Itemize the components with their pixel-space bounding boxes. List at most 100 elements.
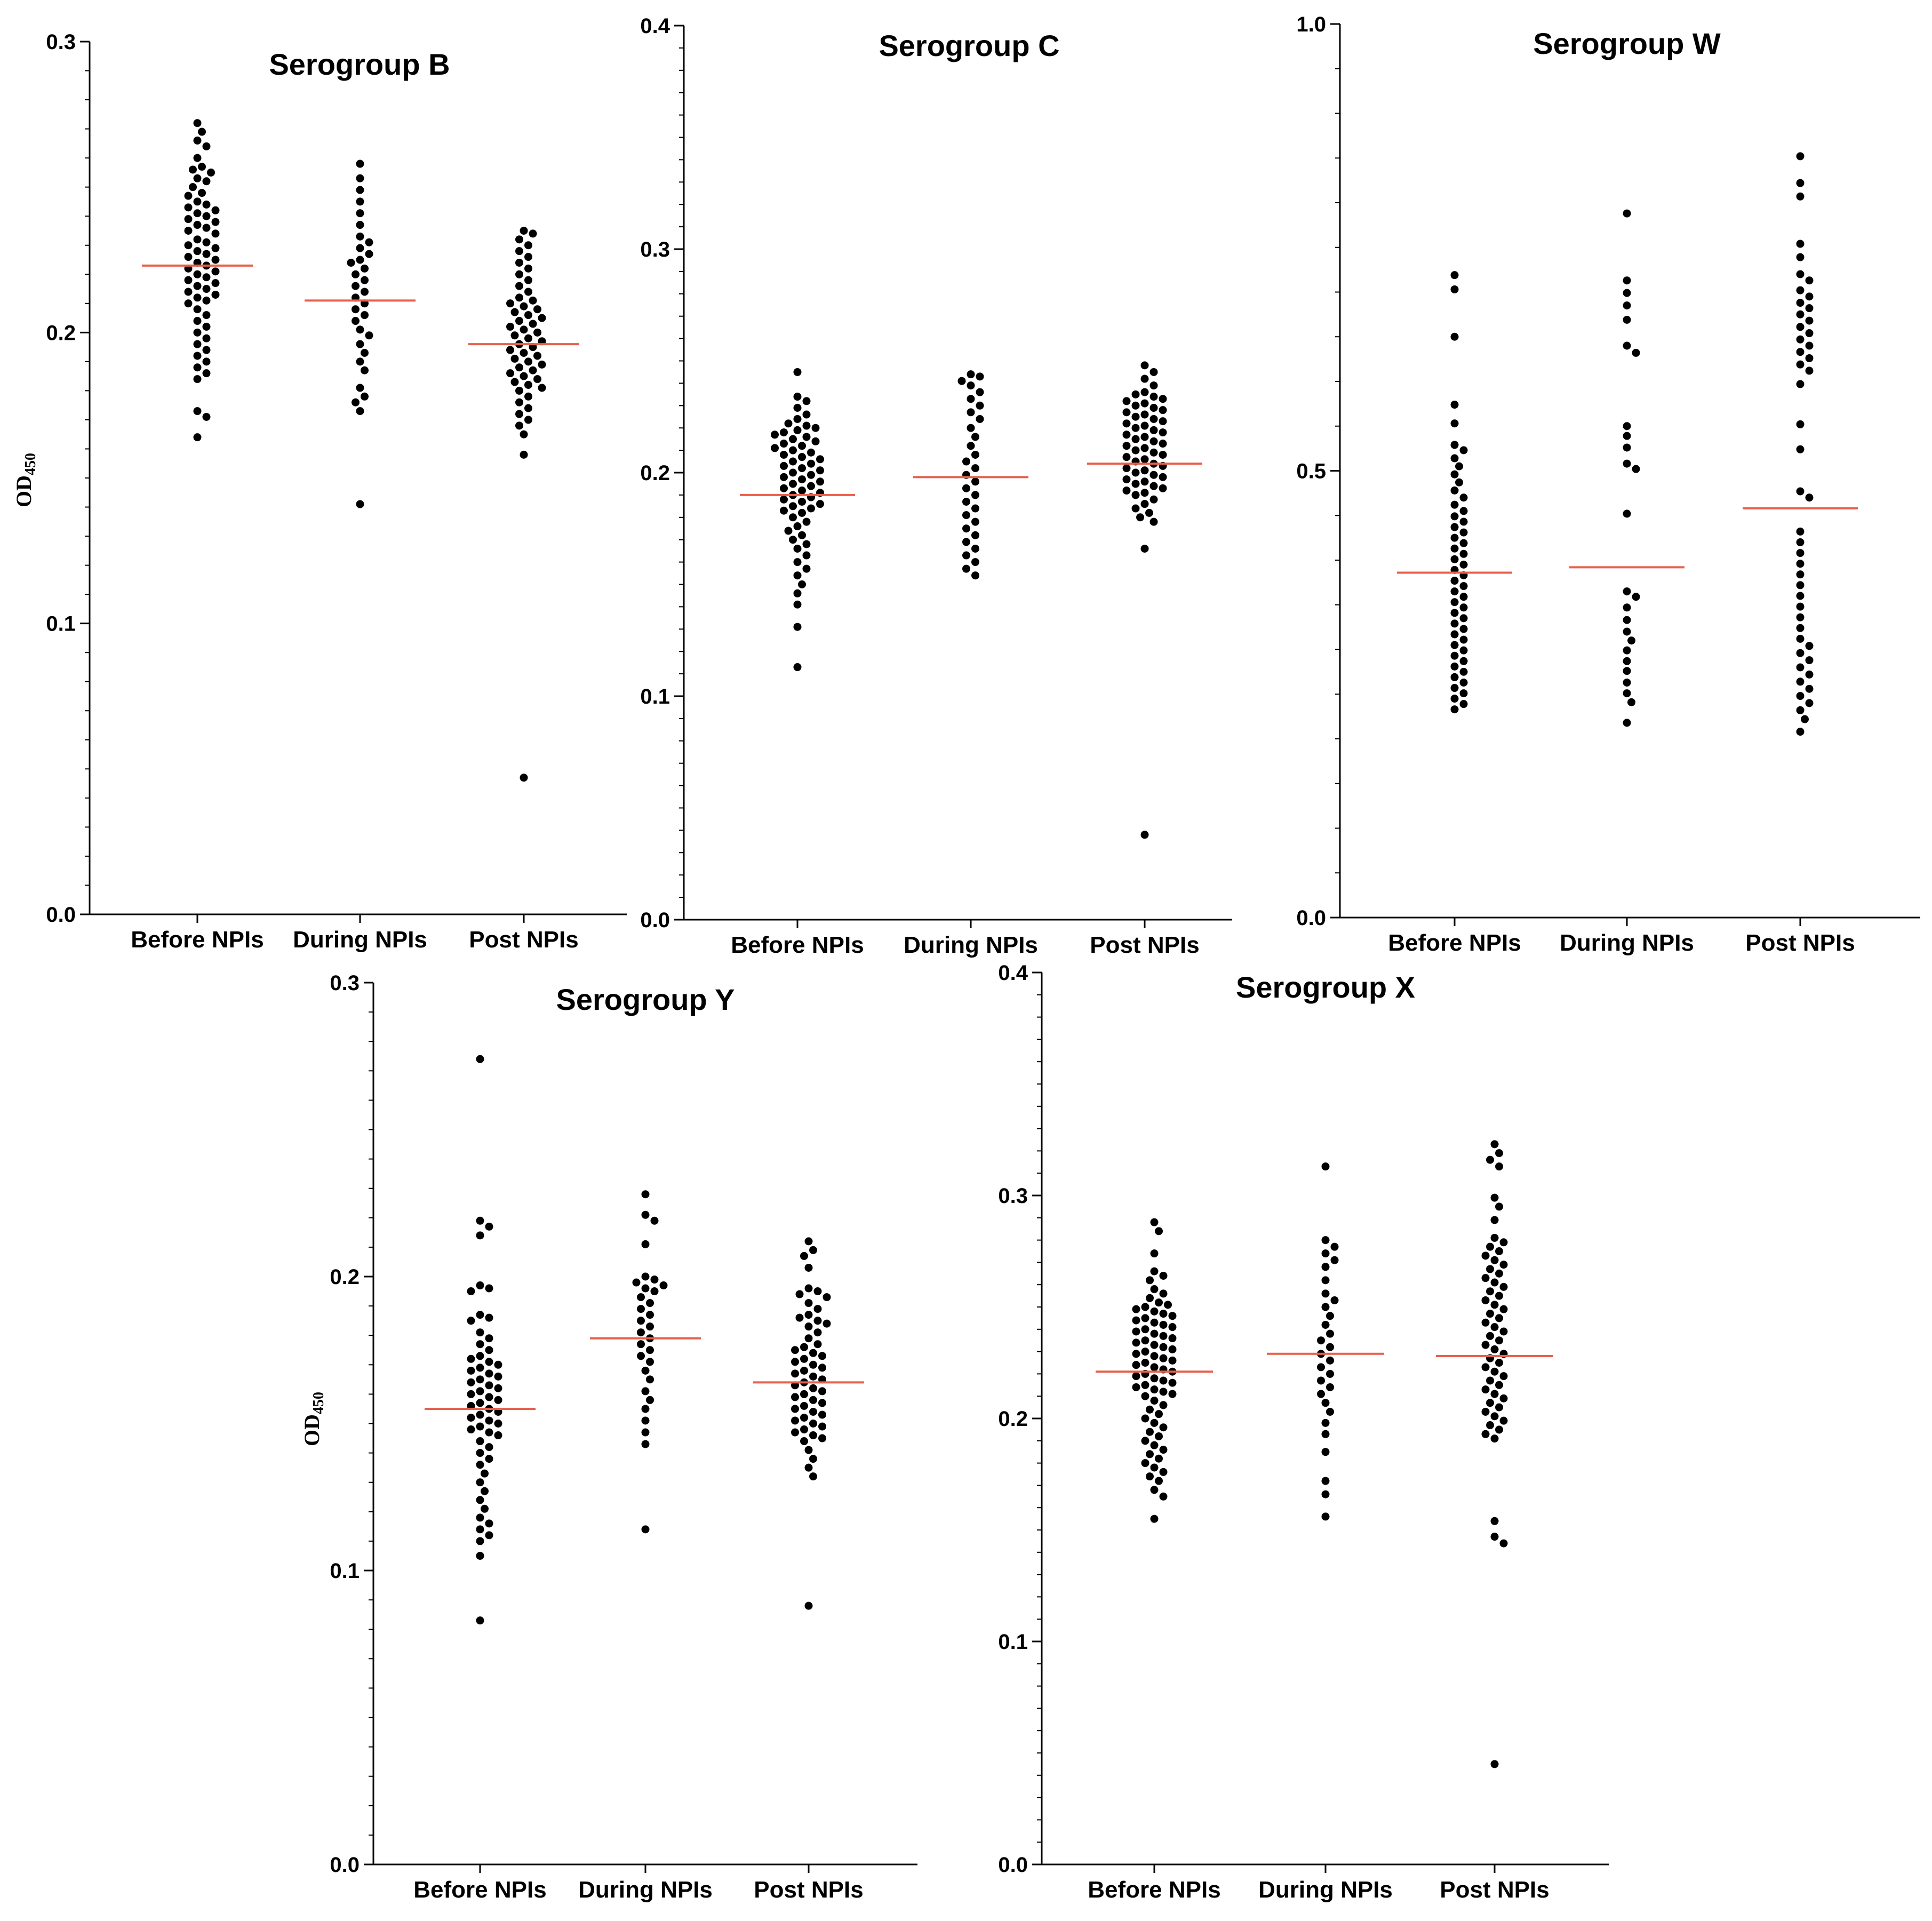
data-point [1150,1374,1159,1383]
data-point [184,203,193,212]
data-point [356,174,364,182]
data-point [800,1401,808,1410]
data-point [520,325,528,334]
data-point [809,1396,817,1404]
data-point [1796,634,1805,643]
data-point [1450,587,1459,596]
data-point [1330,1296,1339,1304]
data-point [1132,1327,1140,1336]
data-point [780,440,788,448]
data-point [1159,440,1167,448]
data-point [476,1513,484,1522]
data-point [1131,412,1140,421]
data-point [515,421,523,430]
data-point [793,558,802,567]
data-point [1450,523,1459,531]
chart-title: Serogroup C [879,29,1059,62]
data-point [1623,209,1631,218]
data-point [1495,1425,1503,1434]
data-point [962,564,970,573]
x-tick-label: During NPIs [293,927,427,953]
data-point [1459,507,1468,515]
data-point [967,442,975,450]
data-point [1330,1242,1339,1251]
data-point [962,457,970,466]
data-point [361,311,369,320]
data-point [1132,1338,1140,1347]
data-point [971,433,979,441]
data-point [1450,419,1459,428]
data-point [1140,500,1149,508]
data-point [1796,152,1805,161]
data-point [771,431,779,439]
data-point [1495,1269,1503,1278]
data-point [813,1328,822,1337]
data-point [971,531,979,539]
data-point [1164,1301,1172,1309]
data-point [1131,468,1140,477]
data-point [804,1263,813,1272]
data-point [641,1387,650,1396]
data-point [1490,1434,1499,1443]
data-point [361,366,369,374]
x-tick-label: Post NPIs [469,927,578,953]
data-point [1450,555,1459,563]
data-point [476,1055,484,1063]
data-point [202,322,211,331]
data-point [1499,1305,1508,1313]
data-point [524,288,532,296]
data-point [524,392,532,401]
data-point [1623,616,1631,624]
data-point [510,331,519,340]
x-tick-label: Before NPIs [413,1877,546,1903]
y-tick-label: 0.2 [998,1407,1028,1431]
data-point [476,1496,484,1504]
data-point [476,1231,484,1240]
data-point [352,282,360,290]
data-point [793,368,802,376]
data-point [1623,689,1631,698]
data-point [1481,1385,1490,1394]
data-point [1455,478,1463,487]
data-point [467,1413,475,1422]
data-point [1159,1388,1168,1396]
data-point [1159,395,1167,403]
data-point [1495,1359,1503,1367]
data-point [1796,549,1805,557]
data-point [789,457,797,466]
data-point [818,1410,826,1419]
data-point [1159,1320,1168,1329]
data-point [807,459,815,468]
data-point [1122,475,1131,484]
data-point [494,1372,502,1381]
data-point [1150,1397,1159,1405]
data-point [780,473,788,481]
y-tick-label: 0.2 [330,1265,360,1289]
data-point [809,1384,817,1392]
data-point [1321,1249,1330,1258]
data-point [791,1358,799,1366]
data-point [804,1463,813,1472]
data-point [361,392,369,401]
data-point [1796,602,1805,611]
data-point [1459,446,1468,455]
data-point [818,1434,826,1442]
data-point [816,477,824,486]
data-point [811,424,820,432]
data-point [804,1446,813,1454]
data-point [793,522,802,531]
data-point [211,244,220,252]
data-point [1326,1356,1334,1365]
data-point [646,1311,654,1319]
data-point [494,1431,502,1440]
data-point [1150,1329,1159,1338]
data-point [520,372,528,380]
data-point [1150,1385,1159,1394]
data-point [1623,432,1631,440]
data-point [1459,667,1468,676]
y-tick-label: 0.1 [640,685,670,708]
data-point [211,218,220,226]
data-point [202,212,211,220]
data-point [1150,1285,1159,1294]
data-point [202,296,211,305]
